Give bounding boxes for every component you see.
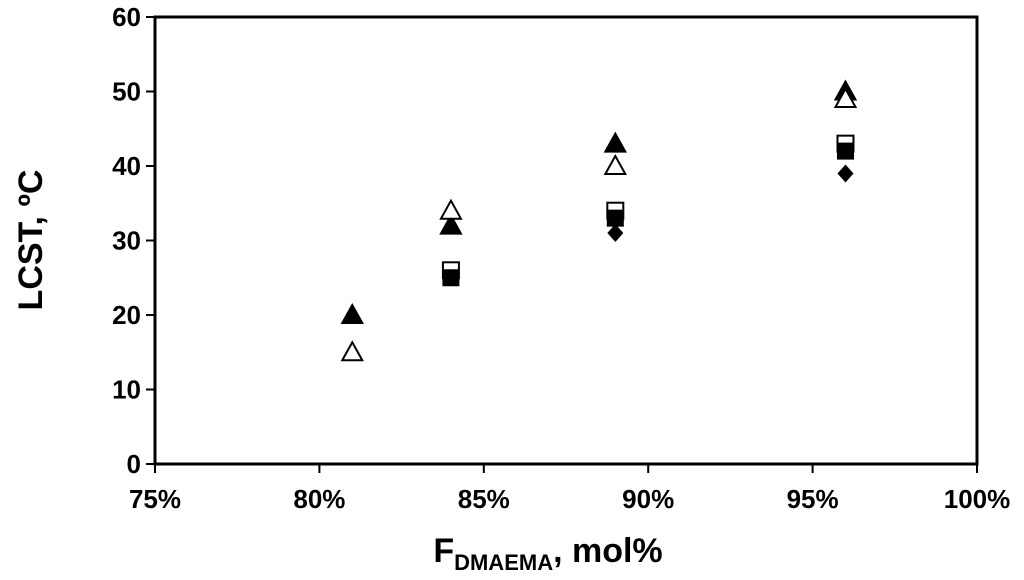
- x-axis-title-rest: , mol%: [553, 532, 663, 570]
- y-tick-label: 10: [112, 375, 141, 405]
- data-point-filled-triangle: [603, 131, 628, 153]
- x-axis-title-main: F: [433, 532, 454, 570]
- x-tick-label: 85%: [458, 484, 510, 514]
- data-point-filled-triangle: [439, 213, 463, 235]
- data-point-open-triangle: [833, 86, 858, 108]
- x-axis: 75% 80% 85% 90% 95% 100%: [129, 464, 1010, 514]
- data-points: [340, 79, 858, 362]
- data-point-filled-square: [442, 269, 460, 287]
- y-tick-label: 0: [127, 449, 141, 479]
- x-tick-label: 80%: [293, 484, 345, 514]
- y-tick-label: 40: [112, 151, 141, 181]
- x-tick-label: 100%: [944, 484, 1011, 514]
- x-axis-title: FDMAEMA, mol%: [433, 532, 662, 575]
- plot-frame: [153, 15, 979, 466]
- y-axis: 0 10 20 30 40 50 60: [112, 2, 155, 479]
- y-tick-label: 60: [112, 2, 141, 32]
- y-tick-label: 50: [112, 77, 141, 107]
- x-axis-title-subscript: DMAEMA: [454, 550, 553, 575]
- y-tick-label: 30: [112, 226, 141, 256]
- x-tick-label: 90%: [622, 484, 674, 514]
- data-point-open-triangle: [340, 340, 364, 362]
- x-tick-label: 95%: [787, 484, 839, 514]
- x-tick-label: 75%: [129, 484, 181, 514]
- y-axis-title: LCST, ºC: [12, 170, 50, 311]
- data-point-filled-diamond: [837, 164, 854, 183]
- y-tick-label: 20: [112, 300, 141, 330]
- data-point-filled-square: [606, 209, 624, 227]
- data-point-filled-diamond: [607, 224, 624, 243]
- data-point-filled-triangle: [340, 302, 364, 324]
- data-point-filled-square: [836, 142, 854, 160]
- data-point-open-triangle: [603, 153, 628, 175]
- data-point-open-triangle: [439, 198, 463, 220]
